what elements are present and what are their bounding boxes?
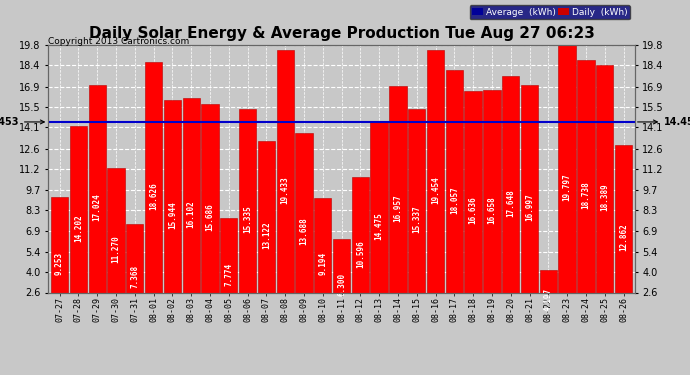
Text: 18.626: 18.626 — [149, 182, 158, 210]
Text: 17.648: 17.648 — [506, 189, 515, 217]
Text: 14.202: 14.202 — [74, 214, 83, 242]
Text: 4.197: 4.197 — [544, 288, 553, 311]
Text: 15.337: 15.337 — [412, 206, 421, 234]
Text: 13.688: 13.688 — [299, 217, 308, 245]
Text: 13.122: 13.122 — [262, 222, 271, 249]
Bar — [314, 198, 331, 330]
Bar — [352, 177, 369, 330]
Bar — [483, 90, 500, 330]
Text: 15.335: 15.335 — [243, 206, 252, 234]
Bar — [408, 109, 426, 330]
Text: 15.944: 15.944 — [168, 201, 177, 229]
Text: 18.738: 18.738 — [582, 181, 591, 209]
Title: Daily Solar Energy & Average Production Tue Aug 27 06:23: Daily Solar Energy & Average Production … — [88, 26, 595, 41]
Text: 16.957: 16.957 — [393, 194, 402, 222]
Text: 12.862: 12.862 — [619, 224, 628, 251]
Text: 6.300: 6.300 — [337, 273, 346, 296]
Bar — [183, 98, 200, 330]
Text: 14.475: 14.475 — [375, 212, 384, 240]
Bar — [126, 224, 144, 330]
Bar — [145, 62, 162, 330]
Bar — [164, 100, 181, 330]
Bar — [578, 60, 595, 330]
Bar — [615, 145, 632, 330]
Bar — [277, 50, 294, 330]
Bar — [540, 270, 557, 330]
Bar — [521, 86, 538, 330]
Bar — [389, 86, 406, 330]
Text: 16.102: 16.102 — [187, 200, 196, 228]
Text: 19.454: 19.454 — [431, 176, 440, 204]
Bar — [51, 197, 68, 330]
Bar — [446, 70, 463, 330]
Bar — [464, 90, 482, 330]
Text: 14.453: 14.453 — [0, 117, 44, 127]
Text: 16.658: 16.658 — [487, 196, 496, 224]
Text: 11.270: 11.270 — [112, 235, 121, 263]
Bar — [257, 141, 275, 330]
Bar — [88, 85, 106, 330]
Text: 16.636: 16.636 — [469, 196, 477, 224]
Text: 17.024: 17.024 — [92, 194, 101, 221]
Bar — [201, 104, 219, 330]
Bar — [596, 65, 613, 330]
Bar — [333, 239, 351, 330]
Text: 10.596: 10.596 — [356, 240, 365, 267]
Bar — [558, 45, 575, 330]
Text: 14.453: 14.453 — [638, 117, 690, 127]
Legend: Average  (kWh), Daily  (kWh): Average (kWh), Daily (kWh) — [470, 5, 630, 20]
Text: 9.194: 9.194 — [318, 252, 327, 275]
Text: 7.368: 7.368 — [130, 266, 139, 288]
Bar — [502, 76, 520, 330]
Text: Copyright 2013 Cartronics.com: Copyright 2013 Cartronics.com — [48, 38, 190, 46]
Bar — [220, 218, 237, 330]
Bar — [70, 126, 87, 330]
Bar — [239, 109, 256, 330]
Text: 15.686: 15.686 — [206, 203, 215, 231]
Text: 18.057: 18.057 — [450, 186, 459, 214]
Bar — [108, 168, 125, 330]
Text: 19.433: 19.433 — [281, 176, 290, 204]
Text: 7.774: 7.774 — [224, 262, 233, 285]
Bar — [295, 133, 313, 330]
Text: 19.797: 19.797 — [562, 174, 571, 201]
Bar — [427, 50, 444, 330]
Bar — [371, 122, 388, 330]
Text: 9.253: 9.253 — [55, 252, 64, 275]
Text: 16.997: 16.997 — [525, 194, 534, 222]
Text: 18.389: 18.389 — [600, 184, 609, 211]
